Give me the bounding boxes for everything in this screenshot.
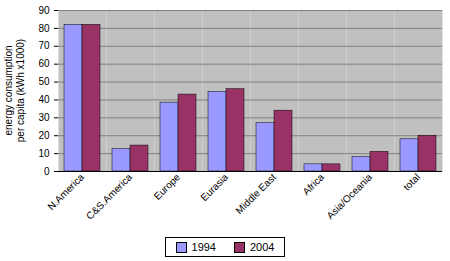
svg-text:90: 90: [38, 5, 50, 16]
svg-text:30: 30: [38, 112, 50, 123]
svg-text:20: 20: [38, 130, 50, 141]
svg-text:0: 0: [44, 166, 50, 177]
svg-text:10: 10: [38, 148, 50, 159]
svg-text:Eurasia: Eurasia: [198, 171, 230, 203]
svg-text:N.America: N.America: [45, 171, 86, 212]
svg-text:70: 70: [38, 40, 50, 51]
html-text:1994: 1994: [191, 241, 216, 253]
svg-text:energy consumptionper capita (: energy consumptionper capita (kWh x1000): [3, 39, 26, 142]
svg-text:Europe: Europe: [152, 171, 183, 202]
svg-text:Asia/Oceania: Asia/Oceania: [324, 171, 374, 221]
svg-text:Africa: Africa: [300, 171, 326, 197]
svg-text:50: 50: [38, 76, 50, 87]
svg-text:Middle East: Middle East: [233, 171, 278, 216]
svg-text:C&S.America: C&S.America: [84, 171, 135, 222]
svg-text:80: 80: [38, 23, 50, 34]
svg-text:40: 40: [38, 94, 50, 105]
svg-text:60: 60: [38, 58, 50, 69]
svg-text:total: total: [401, 171, 422, 192]
html-text:2004: 2004: [250, 241, 275, 253]
